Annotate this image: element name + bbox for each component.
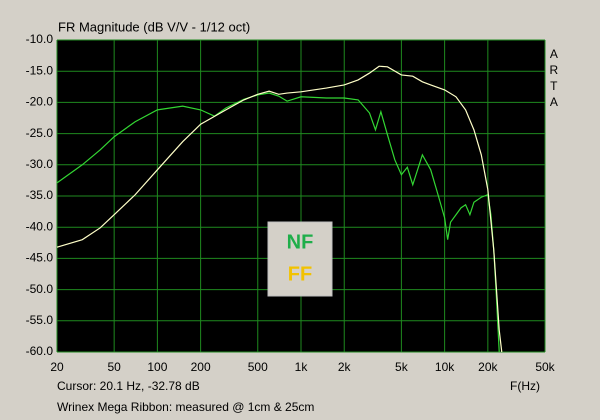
y-tick-label: -15.0 [26, 63, 54, 77]
x-tick-label: 200 [191, 360, 211, 374]
x-tick-label: 50k [535, 360, 555, 374]
y-tick-label: -20.0 [26, 95, 54, 109]
x-tick-label: 2k [338, 360, 352, 374]
series-line [56, 65, 503, 353]
y-tick-label: -45.0 [26, 251, 54, 265]
x-tick-label: 50 [107, 360, 121, 374]
x-tick-label: 10k [435, 360, 455, 374]
y-tick-label: -10.0 [26, 32, 54, 46]
y-tick-label: -35.0 [26, 188, 54, 202]
y-tick-label: -55.0 [26, 313, 54, 327]
x-tick-label: 500 [248, 360, 268, 374]
x-axis-label: F(Hz) [510, 379, 540, 393]
y-tick-label: -25.0 [26, 126, 54, 140]
cursor-readout: Cursor: 20.1 Hz, -32.78 dB [57, 379, 200, 393]
legend-entry: FF [288, 263, 312, 285]
y-tick-label: -40.0 [26, 219, 54, 233]
series-line [56, 92, 500, 353]
grid [56, 39, 546, 353]
x-tick-label: 20k [478, 360, 498, 374]
footnote: Wrinex Mega Ribbon: measured @ 1cm & 25c… [57, 400, 314, 414]
y-tick-label: -60.0 [26, 344, 54, 358]
x-tick-label: 20 [50, 360, 64, 374]
y-tick-label: -30.0 [26, 157, 54, 171]
chart-title: FR Magnitude (dB V/V - 1/12 oct) [58, 19, 250, 34]
side-label: ARTA [547, 47, 561, 111]
legend-box [267, 221, 333, 297]
x-tick-label: 1k [295, 360, 309, 374]
legend-entry: NF [287, 231, 314, 253]
y-tick-label: -50.0 [26, 282, 54, 296]
x-tick-label: 100 [147, 360, 167, 374]
x-tick-label: 5k [395, 360, 409, 374]
